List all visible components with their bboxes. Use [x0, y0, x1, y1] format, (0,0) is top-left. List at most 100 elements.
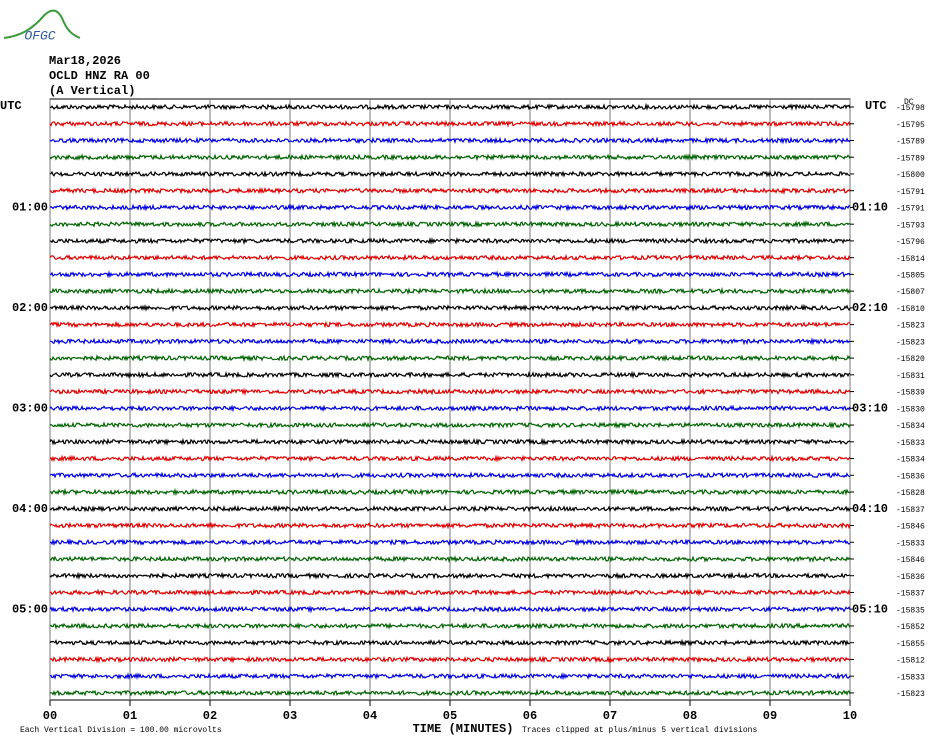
trace [49, 655, 851, 664]
trace-offset: -15839 [896, 389, 925, 398]
trace-offset: -15823 [896, 322, 925, 331]
trace [49, 370, 851, 380]
trace-offset: -15837 [896, 506, 925, 515]
trace-offset: -15833 [896, 539, 925, 548]
trace-offset: -15830 [896, 405, 925, 414]
trace-offset: -15831 [896, 372, 925, 381]
trace [49, 504, 851, 513]
trace-offset: -15793 [896, 221, 925, 230]
trace [49, 588, 851, 597]
trace [49, 337, 851, 346]
trace [49, 621, 851, 631]
footer-right: Traces clipped at plus/minus 5 vertical … [522, 726, 757, 735]
trace-offset: -15789 [896, 138, 925, 147]
header-component: (A Vertical) [49, 84, 135, 98]
trace-offset: -15812 [896, 657, 925, 666]
trace [49, 220, 851, 229]
x-tick-label: 01 [123, 709, 137, 723]
trace [49, 571, 851, 580]
trace [49, 253, 851, 262]
trace [49, 487, 851, 497]
right-time: 02:10 [852, 301, 888, 315]
trace [49, 638, 851, 647]
trace-offset: -15814 [896, 255, 925, 264]
right-time: 01:10 [852, 201, 888, 215]
trace [49, 521, 851, 530]
trace-offset: -15789 [896, 154, 925, 163]
right-time: 05:10 [852, 602, 888, 616]
trace [49, 688, 851, 697]
trace-offset: -15852 [896, 623, 925, 632]
trace-offset: -15820 [896, 355, 925, 364]
logo-curve [3, 9, 81, 39]
trace [49, 303, 851, 313]
trace [49, 454, 851, 463]
x-axis-label: TIME (MINUTES) [413, 722, 514, 736]
trace-offset: -15810 [896, 305, 925, 314]
trace [49, 203, 851, 212]
x-tick-label: 08 [683, 709, 697, 723]
left-time: 01:00 [12, 201, 48, 215]
trace-offset: -15807 [896, 288, 925, 297]
trace-offset: -15833 [896, 439, 925, 448]
x-tick-label: 05 [443, 709, 457, 723]
header-station: OCLD HNZ RA 00 [49, 69, 150, 83]
trace-offset: -15837 [896, 590, 925, 599]
trace [49, 538, 851, 547]
trace-offset: -15791 [896, 188, 925, 197]
trace-offset: -15835 [896, 606, 925, 615]
trace-offset: -15796 [896, 238, 925, 247]
trace [49, 605, 851, 614]
trace [49, 320, 851, 329]
trace-offset: -15800 [896, 171, 925, 180]
logo: OFGC [24, 28, 55, 43]
trace-offset: -15846 [896, 523, 925, 532]
trace [49, 169, 851, 179]
trace [49, 286, 851, 296]
trace [49, 437, 851, 446]
trace [49, 153, 851, 162]
header-date: Mar18,2026 [49, 54, 121, 68]
trace-offset: -15834 [896, 422, 925, 431]
x-tick-label: 07 [603, 709, 617, 723]
left-time: 04:00 [12, 502, 48, 516]
x-tick-label: 02 [203, 709, 217, 723]
x-tick-label: 06 [523, 709, 537, 723]
trace [49, 471, 851, 480]
trace-offset: -15798 [896, 104, 925, 113]
trace [49, 119, 851, 128]
x-tick-label: 04 [363, 709, 377, 723]
trace-offset: -15836 [896, 472, 925, 481]
trace [49, 186, 851, 195]
right-label: UTC [865, 99, 887, 113]
trace [49, 270, 851, 279]
trace-offset: -15823 [896, 690, 925, 699]
trace [49, 404, 851, 413]
left-time: 03:00 [12, 401, 48, 415]
x-tick-label: 09 [763, 709, 777, 723]
trace-offset: -15833 [896, 673, 925, 682]
right-time: 03:10 [852, 401, 888, 415]
trace-offset: -15791 [896, 205, 925, 214]
trace-offset: -15805 [896, 272, 925, 281]
trace-offset: -15823 [896, 338, 925, 347]
footer-left: Each Vertical Division = 100.00 microvol… [20, 726, 222, 735]
offset-label: DC [904, 98, 914, 107]
left-time: 02:00 [12, 301, 48, 315]
trace-offset: -15846 [896, 556, 925, 565]
x-tick-label: 10 [843, 709, 857, 723]
trace [49, 354, 851, 363]
left-time: 05:00 [12, 602, 48, 616]
trace-offset: -15836 [896, 573, 925, 582]
x-tick-label: 00 [43, 709, 57, 723]
trace [49, 136, 851, 145]
trace [49, 102, 851, 112]
trace [49, 555, 851, 563]
x-tick-label: 03 [283, 709, 297, 723]
right-time: 04:10 [852, 502, 888, 516]
trace [49, 420, 851, 430]
trace-offset: -15828 [896, 489, 925, 498]
trace-offset: -15834 [896, 456, 925, 465]
trace [49, 236, 851, 246]
